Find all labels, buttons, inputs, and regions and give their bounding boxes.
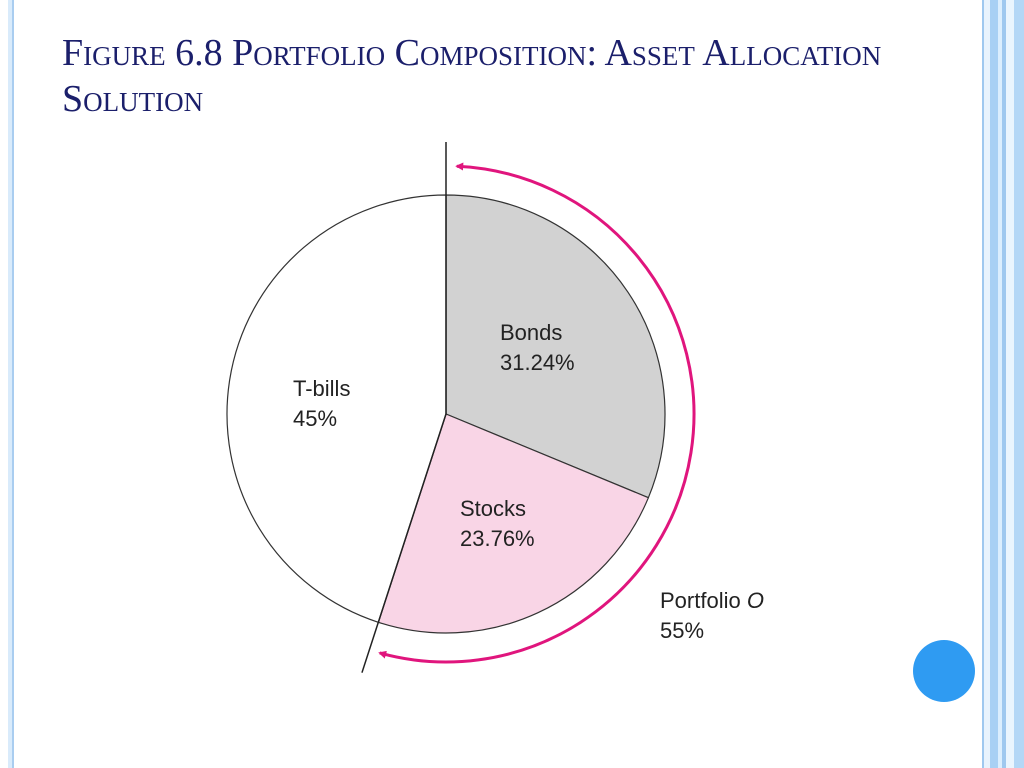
slice-value-bonds: 31.24% [500, 350, 575, 375]
accent-dot [913, 640, 975, 702]
annotation-value: 55% [660, 618, 704, 643]
slice-label-stocks: Stocks [460, 496, 526, 521]
pie-slice-bonds [445, 194, 666, 499]
slice-label-bonds: Bonds [500, 320, 562, 345]
slice-label-t-bills: T-bills [293, 376, 350, 401]
left-frame-border [0, 0, 14, 768]
slice-value-stocks: 23.76% [460, 526, 535, 551]
annotation-label-text: Portfolio [660, 588, 747, 613]
annotation-label: Portfolio O [660, 588, 764, 613]
slide-title: Figure 6.8 Portfolio Composition: Asset … [62, 32, 882, 120]
portfolio-span-arrow [378, 162, 696, 664]
right-frame-border [976, 0, 1024, 768]
annotation-label-italic: O [747, 588, 764, 613]
slice-value-t-bills: 45% [293, 406, 337, 431]
slice-labels: Bonds 31.24% Stocks 23.76% T-bills 45% [293, 320, 575, 551]
